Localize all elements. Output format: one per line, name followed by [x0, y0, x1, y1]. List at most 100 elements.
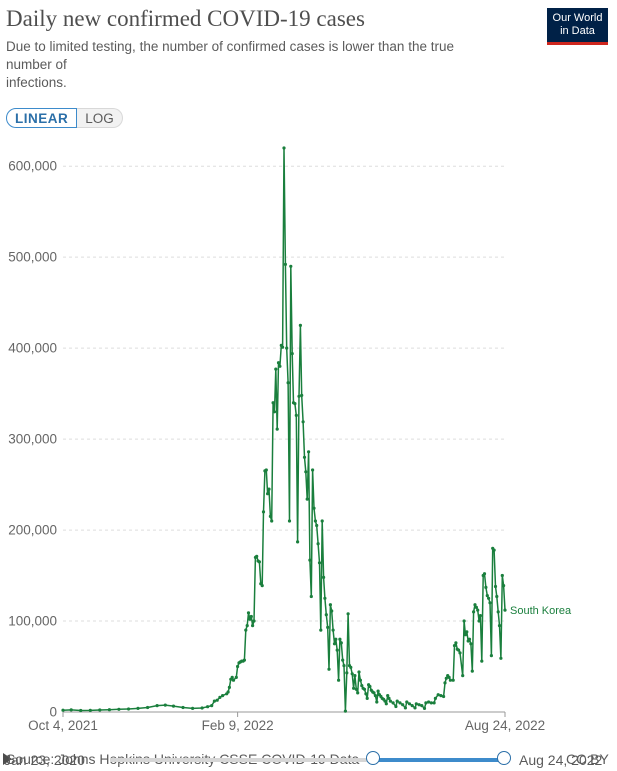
data-point [266, 492, 270, 496]
data-point [315, 523, 319, 528]
data-point [231, 678, 236, 682]
data-point [215, 698, 219, 702]
data-point [267, 487, 271, 491]
data-point [448, 678, 452, 682]
timeline-track[interactable] [110, 758, 508, 762]
y-tick-label: 500,000 [8, 250, 57, 265]
data-point [230, 675, 234, 680]
data-point [234, 675, 238, 680]
data-point [424, 701, 428, 705]
data-point [320, 519, 324, 523]
data-point [212, 699, 216, 703]
data-point [403, 706, 407, 710]
data-point [200, 706, 204, 710]
data-point [191, 706, 195, 711]
data-point [326, 625, 330, 630]
gridlines [63, 165, 505, 622]
logo-line: in Data [560, 25, 595, 37]
timeline-start-handle[interactable] [366, 751, 380, 765]
data-point [270, 519, 274, 523]
data-point [327, 667, 331, 671]
play-icon[interactable] [3, 753, 12, 765]
data-point [276, 361, 281, 365]
data-point [463, 633, 467, 637]
data-point [283, 262, 287, 266]
data-point [107, 708, 111, 712]
data-point [245, 624, 249, 628]
x-axis: Oct 4, 2021 Feb 9, 2022 Aug 24, 2022 [28, 711, 545, 733]
data-point [467, 637, 472, 641]
data-point [155, 704, 159, 708]
data-point [493, 584, 498, 589]
data-point [485, 594, 489, 598]
log-scale-button[interactable]: LOG [77, 108, 123, 128]
data-point [341, 658, 345, 662]
data-point [206, 705, 210, 709]
data-point [497, 624, 502, 628]
timeline-end-handle[interactable] [497, 751, 511, 765]
y-tick-label: 400,000 [8, 341, 57, 356]
data-point [260, 584, 264, 588]
data-point [308, 558, 312, 562]
series-label: South Korea [510, 605, 572, 617]
data-point [297, 394, 301, 398]
data-point [496, 610, 500, 614]
data-point [420, 704, 424, 708]
data-point [296, 540, 300, 544]
data-point [352, 686, 356, 690]
data-point [249, 614, 253, 619]
data-point [227, 685, 231, 690]
data-point [394, 704, 398, 709]
y-tick-label: 300,000 [8, 432, 57, 447]
data-point [274, 367, 278, 371]
data-point [488, 601, 492, 605]
subtitle-line: number of [6, 57, 67, 72]
data-point [117, 707, 121, 711]
y-tick-label: 600,000 [8, 159, 57, 174]
linear-scale-button[interactable]: LINEAR [6, 108, 78, 128]
data-point [503, 608, 507, 612]
data-point [376, 689, 380, 693]
data-point [300, 393, 304, 397]
data-point [495, 594, 499, 599]
data-point [242, 658, 246, 662]
data-point [335, 648, 339, 652]
data-point [477, 619, 481, 623]
data-point [398, 701, 402, 705]
data-point [470, 669, 474, 673]
data-point [290, 352, 294, 356]
data-point [271, 401, 275, 405]
chart-subtitle: Due to limited testing, the number of co… [6, 38, 526, 92]
data-point [307, 450, 311, 454]
data-point [439, 694, 443, 698]
license-text[interactable]: CC BY [566, 751, 609, 767]
data-point [285, 346, 289, 350]
timeline-selected-range [373, 758, 504, 762]
data-point [384, 702, 388, 706]
data-point [410, 704, 414, 708]
data-point [422, 706, 427, 711]
data-point [395, 699, 399, 703]
data-point [429, 701, 433, 705]
data-point [268, 514, 272, 519]
data-point [146, 705, 150, 710]
data-point [330, 609, 334, 613]
data-point [349, 665, 353, 670]
data-point [244, 628, 248, 632]
data-point [218, 695, 222, 700]
data-point [319, 628, 323, 632]
data-point [337, 678, 341, 682]
data-point [251, 624, 255, 628]
data-point [252, 619, 256, 623]
data-point [482, 572, 487, 576]
data-point [322, 575, 326, 580]
data-point [69, 708, 73, 712]
owid-logo[interactable]: Our World in Data [547, 8, 608, 45]
data-point [286, 381, 290, 385]
data-point [357, 670, 361, 674]
data-point [264, 468, 268, 472]
subtitle-line: infections. [6, 75, 67, 90]
chart-title: Daily new confirmed COVID-19 cases [6, 6, 365, 31]
data-point [432, 701, 436, 705]
data-point [332, 642, 337, 646]
